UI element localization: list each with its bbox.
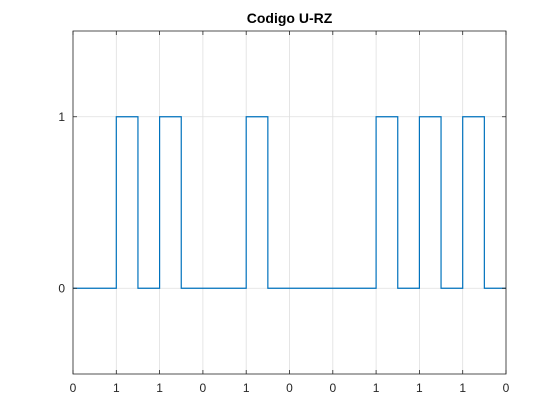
y-tick-label-1: 1 — [58, 110, 65, 124]
tick-labels: 0 1 1 0 1 0 0 1 1 1 0 0 1 — [58, 110, 509, 395]
chart-title: Codigo U-RZ — [247, 10, 333, 26]
x-tick-label-4: 1 — [243, 381, 250, 395]
x-tick-label-2: 1 — [156, 381, 163, 395]
x-tick-label-6: 0 — [329, 381, 336, 395]
x-tick-label-3: 0 — [200, 381, 207, 395]
x-tick-label-0: 0 — [70, 381, 77, 395]
x-tick-label-10: 0 — [503, 381, 510, 395]
x-tick-label-1: 1 — [113, 381, 120, 395]
series-line-0 — [73, 116, 506, 289]
axis-ticks — [72, 31, 507, 374]
plot-series — [73, 116, 506, 289]
y-tick-label-0: 0 — [58, 281, 65, 295]
x-tick-label-5: 0 — [286, 381, 293, 395]
x-tick-label-8: 1 — [416, 381, 423, 395]
x-tick-label-9: 1 — [459, 381, 466, 395]
x-tick-label-7: 1 — [373, 381, 380, 395]
